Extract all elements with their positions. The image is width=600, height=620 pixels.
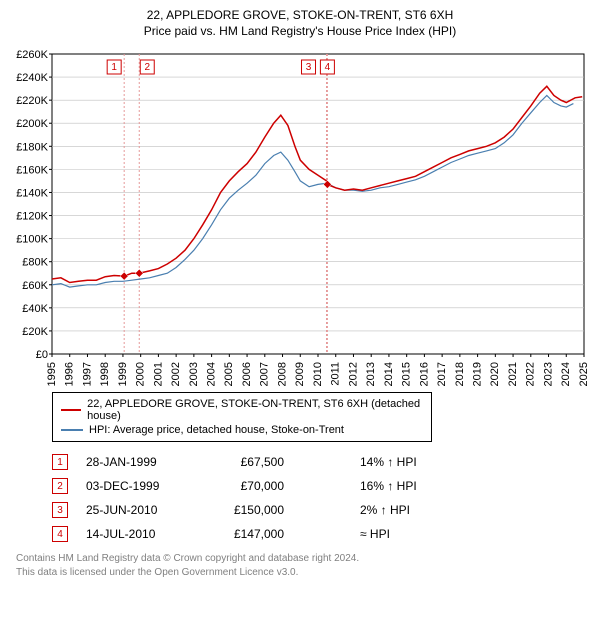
- svg-text:£140K: £140K: [16, 187, 48, 199]
- svg-text:£120K: £120K: [16, 211, 48, 223]
- svg-text:£160K: £160K: [16, 164, 48, 176]
- tx-marker: 4: [52, 526, 68, 542]
- tx-marker: 1: [52, 454, 68, 470]
- svg-text:2015: 2015: [401, 362, 413, 386]
- legend: 22, APPLEDORE GROVE, STOKE-ON-TRENT, ST6…: [52, 392, 432, 442]
- legend-swatch: [61, 429, 83, 431]
- svg-text:1: 1: [111, 62, 117, 73]
- tx-date: 28-JAN-1999: [86, 455, 186, 469]
- svg-text:2013: 2013: [365, 362, 377, 386]
- svg-text:2010: 2010: [312, 362, 324, 386]
- svg-text:2011: 2011: [330, 362, 342, 386]
- tx-price: £70,000: [204, 479, 284, 493]
- svg-text:2021: 2021: [507, 362, 519, 386]
- tx-price: £67,500: [204, 455, 284, 469]
- table-row: 4 14-JUL-2010 £147,000 ≈ HPI: [52, 522, 584, 546]
- tx-note: ≈ HPI: [360, 527, 390, 541]
- svg-text:1999: 1999: [117, 362, 129, 386]
- svg-text:£200K: £200K: [16, 118, 48, 130]
- transactions-table: 1 28-JAN-1999 £67,500 14% ↑ HPI 2 03-DEC…: [52, 450, 584, 546]
- legend-swatch: [61, 409, 81, 411]
- tx-price: £150,000: [204, 503, 284, 517]
- svg-text:£220K: £220K: [16, 95, 48, 107]
- svg-text:£80K: £80K: [22, 257, 48, 269]
- svg-text:2007: 2007: [259, 362, 271, 386]
- svg-text:2006: 2006: [241, 362, 253, 386]
- svg-text:2025: 2025: [578, 362, 590, 386]
- footer: Contains HM Land Registry data © Crown c…: [16, 552, 584, 579]
- svg-text:2008: 2008: [276, 362, 288, 386]
- svg-text:£60K: £60K: [22, 280, 48, 292]
- svg-text:£240K: £240K: [16, 72, 48, 84]
- tx-note: 14% ↑ HPI: [360, 455, 417, 469]
- tx-marker: 2: [52, 478, 68, 494]
- legend-label: HPI: Average price, detached house, Stok…: [89, 424, 344, 436]
- footer-line1: Contains HM Land Registry data © Crown c…: [16, 552, 584, 566]
- chart: £0 £20K £40K £60K £80K £100K £120K £140K £160K £1…: [0, 46, 600, 386]
- svg-text:2009: 2009: [294, 362, 306, 386]
- svg-text:£180K: £180K: [16, 141, 48, 153]
- svg-text:1995: 1995: [46, 362, 58, 386]
- svg-text:2019: 2019: [472, 362, 484, 386]
- svg-text:2002: 2002: [170, 362, 182, 386]
- table-row: 1 28-JAN-1999 £67,500 14% ↑ HPI: [52, 450, 584, 474]
- svg-text:2003: 2003: [188, 362, 200, 386]
- svg-text:£20K: £20K: [22, 326, 48, 338]
- table-row: 3 25-JUN-2010 £150,000 2% ↑ HPI: [52, 498, 584, 522]
- svg-text:2000: 2000: [135, 362, 147, 386]
- tx-marker: 3: [52, 502, 68, 518]
- svg-text:2: 2: [144, 62, 150, 73]
- svg-text:2024: 2024: [560, 362, 572, 386]
- svg-text:2014: 2014: [383, 362, 395, 386]
- svg-text:1996: 1996: [64, 362, 76, 386]
- tx-date: 03-DEC-1999: [86, 479, 186, 493]
- svg-text:4: 4: [325, 62, 331, 73]
- table-row: 2 03-DEC-1999 £70,000 16% ↑ HPI: [52, 474, 584, 498]
- svg-text:£0: £0: [36, 349, 48, 361]
- svg-text:£100K: £100K: [16, 234, 48, 246]
- tx-note: 16% ↑ HPI: [360, 479, 417, 493]
- svg-text:2012: 2012: [347, 362, 359, 386]
- svg-text:3: 3: [306, 62, 312, 73]
- svg-text:2018: 2018: [454, 362, 466, 386]
- titles: 22, APPLEDORE GROVE, STOKE-ON-TRENT, ST6…: [0, 0, 600, 46]
- svg-text:2016: 2016: [418, 362, 430, 386]
- svg-text:1998: 1998: [99, 362, 111, 386]
- footer-line2: This data is licensed under the Open Gov…: [16, 566, 584, 580]
- title-sub: Price paid vs. HM Land Registry's House …: [4, 24, 596, 38]
- svg-text:£260K: £260K: [16, 49, 48, 61]
- svg-text:1997: 1997: [81, 362, 93, 386]
- tx-note: 2% ↑ HPI: [360, 503, 410, 517]
- title-main: 22, APPLEDORE GROVE, STOKE-ON-TRENT, ST6…: [4, 8, 596, 22]
- legend-label: 22, APPLEDORE GROVE, STOKE-ON-TRENT, ST6…: [87, 398, 425, 422]
- svg-text:2001: 2001: [152, 362, 164, 386]
- svg-text:2020: 2020: [489, 362, 501, 386]
- svg-text:2022: 2022: [525, 362, 537, 386]
- tx-price: £147,000: [204, 527, 284, 541]
- svg-text:2023: 2023: [542, 362, 554, 386]
- svg-text:2017: 2017: [436, 362, 448, 386]
- svg-text:2004: 2004: [206, 362, 218, 386]
- legend-item: 22, APPLEDORE GROVE, STOKE-ON-TRENT, ST6…: [59, 397, 425, 423]
- chart-container: 22, APPLEDORE GROVE, STOKE-ON-TRENT, ST6…: [0, 0, 600, 579]
- svg-text:2005: 2005: [223, 362, 235, 386]
- legend-item: HPI: Average price, detached house, Stok…: [59, 423, 425, 437]
- tx-date: 25-JUN-2010: [86, 503, 186, 517]
- tx-date: 14-JUL-2010: [86, 527, 186, 541]
- chart-svg: £0 £20K £40K £60K £80K £100K £120K £140K £160K £1…: [0, 46, 600, 386]
- svg-text:£40K: £40K: [22, 303, 48, 315]
